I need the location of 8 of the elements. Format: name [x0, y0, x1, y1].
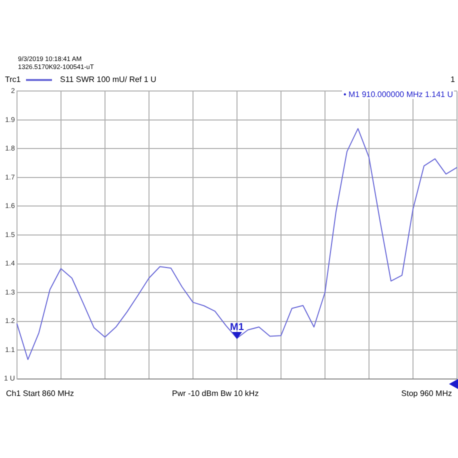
text: 1 [450, 75, 455, 84]
text: Pwr -10 dBm Bw 10 kHz [172, 389, 259, 398]
text: S11 SWR 100 mU/ Ref 1 U [60, 75, 156, 84]
annotation: • M1 910.000000 MHz 1.141 U [342, 90, 454, 99]
text: Stop 960 MHz [401, 389, 452, 398]
text: Ch1 Start 860 MHz [6, 389, 74, 398]
legend-label: Trc1 [5, 75, 21, 84]
annotation: M1 [230, 322, 244, 333]
